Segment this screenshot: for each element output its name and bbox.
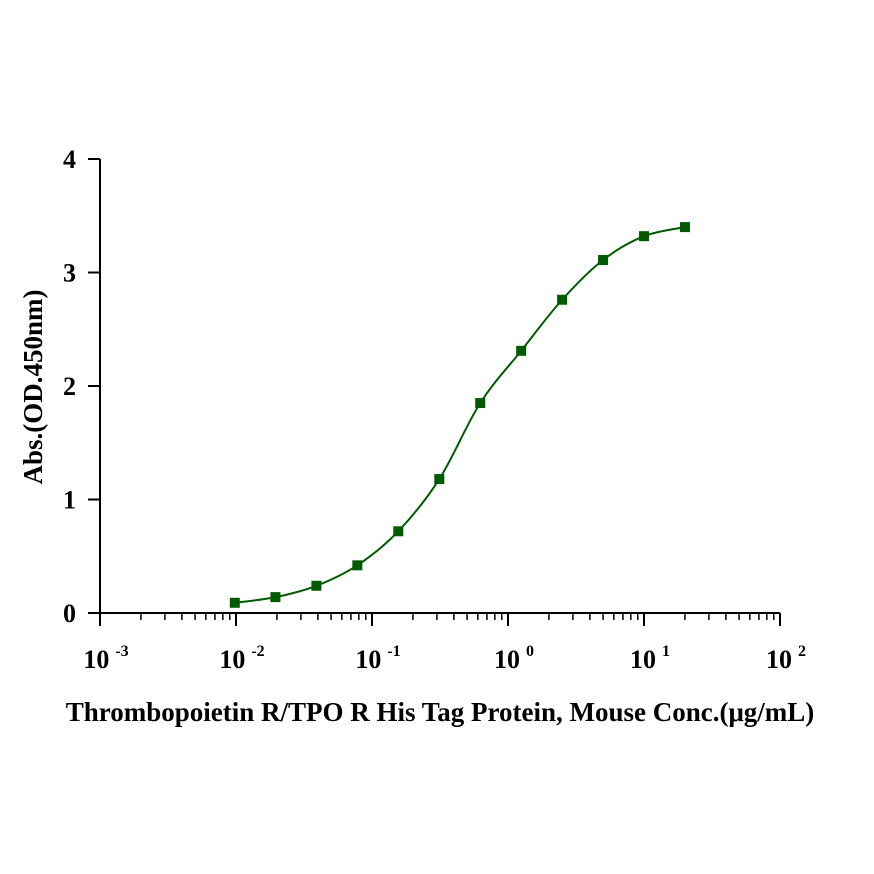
x-tick-base: 10	[83, 645, 109, 674]
x-tick-base: 10	[494, 645, 520, 674]
data-point	[516, 345, 527, 356]
y-tick-label: 3	[63, 259, 76, 288]
y-tick-label: 2	[63, 372, 76, 401]
x-tick-exponent: 0	[526, 643, 534, 660]
x-tick-label: 10 -1	[355, 643, 400, 674]
x-tick-label: 10 0	[494, 643, 534, 674]
x-tick-label: 10 -3	[83, 643, 128, 674]
data-point	[475, 398, 486, 409]
data-points	[229, 222, 690, 608]
axes	[99, 159, 780, 614]
x-axis-title: Thrombopoietin R/TPO R His Tag Protein, …	[66, 697, 815, 727]
x-ticks: 10 -3 10 -2 10 -1 10 0 10 1 10 2	[83, 613, 806, 674]
x-tick-exponent: 1	[662, 643, 670, 660]
y-tick-label: 4	[63, 145, 76, 174]
data-point	[639, 231, 649, 242]
x-tick-exponent: -2	[251, 643, 264, 660]
data-point	[434, 474, 445, 485]
y-tick-label: 1	[63, 486, 76, 515]
x-tick-exponent: 2	[798, 643, 806, 660]
data-point	[393, 526, 404, 537]
x-tick-exponent: -1	[387, 643, 400, 660]
data-point	[598, 255, 609, 266]
data-point	[557, 294, 568, 305]
x-tick-exponent: -3	[115, 643, 128, 660]
data-point	[352, 560, 363, 571]
y-tick-label: 0	[63, 599, 76, 628]
x-tick-label: 10 2	[766, 643, 806, 674]
x-tick-base: 10	[630, 645, 656, 674]
data-point	[679, 222, 690, 233]
x-tick-base: 10	[766, 645, 792, 674]
data-point	[311, 580, 322, 591]
data-point	[270, 592, 281, 603]
x-tick-base: 10	[219, 645, 245, 674]
x-tick-base: 10	[355, 645, 381, 674]
data-point	[229, 597, 240, 608]
x-tick-label: 10 -2	[219, 643, 264, 674]
x-tick-label: 10 1	[630, 643, 670, 674]
fit-curve	[234, 226, 686, 604]
y-axis-title: Abs.(OD.450nm)	[18, 289, 48, 484]
y-ticks: 0 1 2 3 4	[63, 145, 100, 628]
